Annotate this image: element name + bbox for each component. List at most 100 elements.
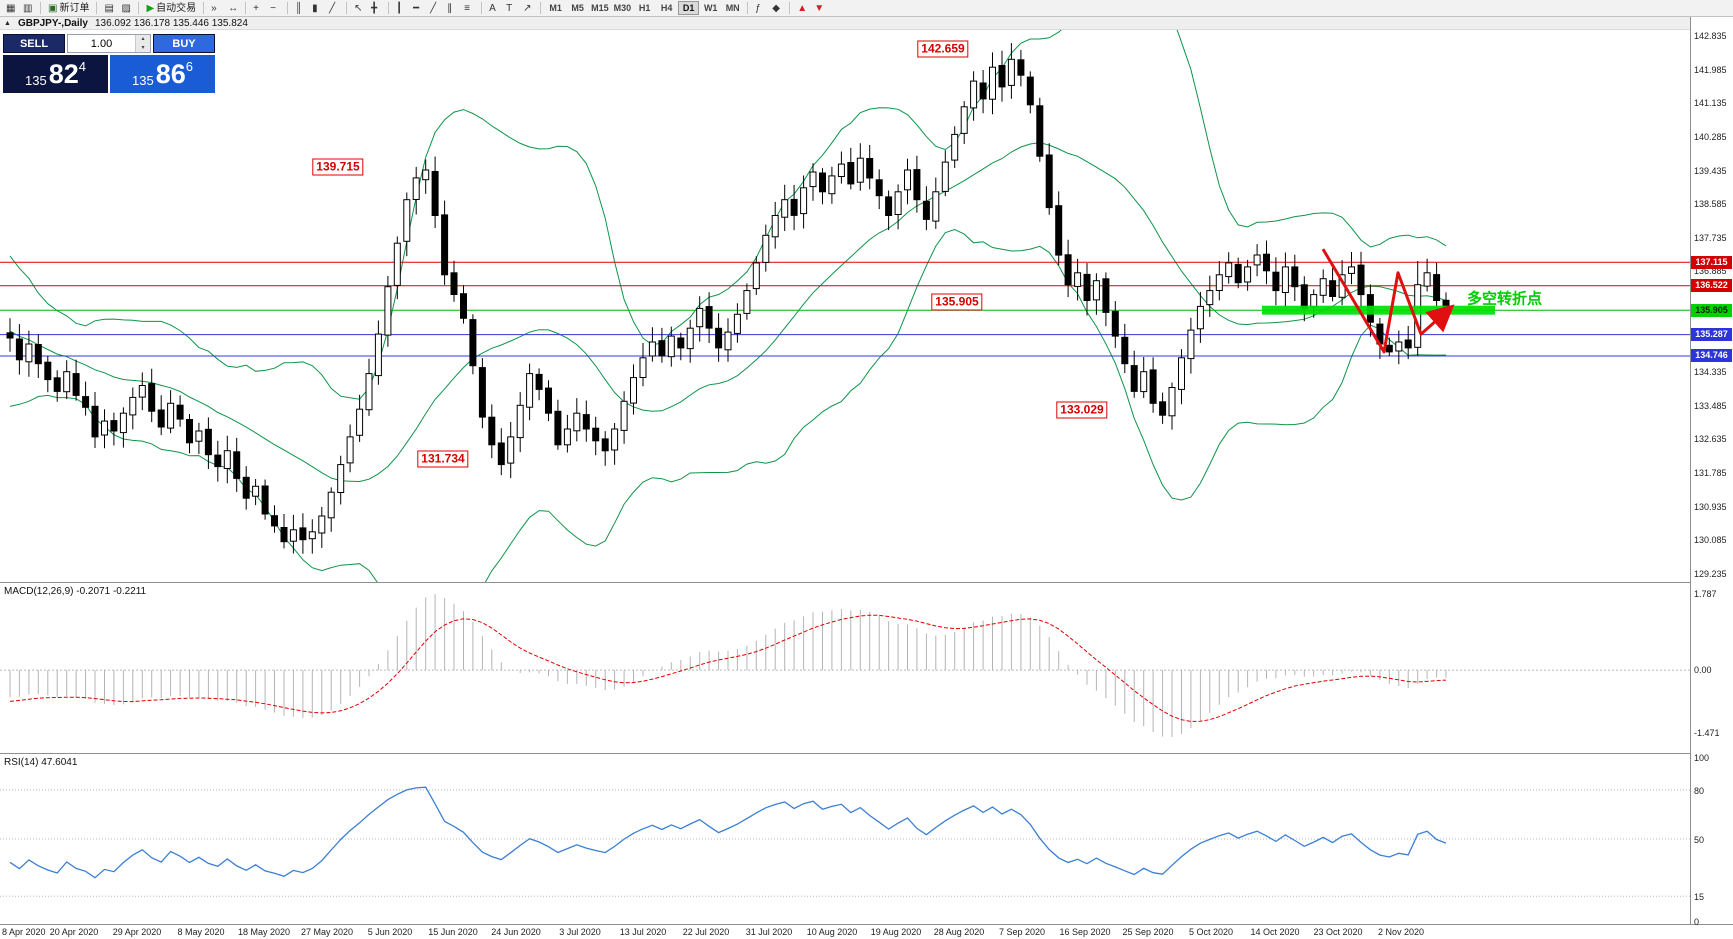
text-box-icon[interactable]: T	[503, 1, 519, 16]
candle	[110, 420, 118, 432]
chart-shift-icon[interactable]: ↔	[225, 1, 241, 16]
volume-decrease-button[interactable]: ▾	[136, 43, 150, 52]
timeframe-button-M15[interactable]: M15	[591, 3, 609, 13]
timeframe-button-MN[interactable]: MN	[722, 1, 743, 15]
candle	[667, 335, 675, 358]
zoom-out-icon[interactable]: −	[267, 1, 283, 16]
favorites-down-icon[interactable]: ▼	[811, 1, 827, 16]
line-chart-icon[interactable]: ╱	[326, 1, 342, 16]
sell-price-box[interactable]: 135 82 4	[3, 55, 108, 93]
candle	[1130, 365, 1138, 392]
time-axis[interactable]: 8 Apr 2020 20 Apr 2020 29 Apr 2020 8 May 20…	[0, 925, 1690, 939]
price-axis-label: 130.085	[1694, 535, 1727, 545]
rsi-panel-canvas[interactable]	[0, 754, 1690, 924]
candle	[25, 343, 33, 363]
price-tag-135.905: 135.905	[1691, 304, 1732, 317]
horizontal-line-icon[interactable]: ━	[410, 1, 426, 16]
rsi-splitter[interactable]	[0, 753, 1733, 754]
time-axis-label: 8 Apr 2020	[2, 927, 46, 937]
time-axis-label: 25 Sep 2020	[1122, 927, 1174, 937]
autotrading-button[interactable]: ▶ 自动交易	[143, 1, 199, 16]
trend-arrow[interactable]	[1321, 248, 1455, 354]
candle	[129, 396, 137, 416]
crosshair-icon[interactable]: ╋	[368, 1, 384, 16]
candlestick-chart-icon[interactable]: ▮	[309, 1, 325, 16]
candle	[34, 344, 42, 365]
buy-button[interactable]: BUY	[153, 34, 215, 53]
timeframe-button-D1[interactable]: D1	[678, 1, 700, 15]
trendline-icon[interactable]: ╱	[427, 1, 443, 16]
candle	[951, 133, 959, 161]
macd-axis-label: -1.471	[1694, 728, 1720, 738]
candle	[1404, 339, 1412, 349]
candle	[894, 191, 902, 216]
price-axis-border	[1690, 17, 1691, 924]
candle	[204, 428, 212, 456]
objects-list-icon[interactable]: ◆	[769, 1, 785, 16]
price-tag-137.115: 137.115	[1691, 256, 1732, 269]
candle	[1253, 254, 1261, 266]
symbol-title: GBPJPY-,Daily	[17, 17, 88, 29]
candle	[1168, 387, 1176, 417]
timeframe-button-W1[interactable]: W1	[700, 1, 721, 15]
turning-point-band[interactable]	[1262, 305, 1495, 315]
equidistant-channel-icon[interactable]: ∥	[444, 1, 460, 16]
cursor-icon: ↖	[354, 2, 363, 14]
cursor-icon[interactable]: ↖	[351, 1, 367, 16]
new-order-button[interactable]: ▣ 新订单	[45, 1, 92, 16]
new-chart-icon[interactable]: ▦	[3, 1, 19, 16]
candle	[299, 527, 307, 541]
vertical-line-icon: ┃	[396, 2, 403, 14]
zoom-out-icon: −	[270, 2, 276, 14]
timeframe-button-H4[interactable]: H4	[656, 1, 677, 15]
price-axis[interactable]: 142.835 141.985 141.135 140.285 139.435 138.5…	[1691, 17, 1733, 927]
auto-scroll-icon[interactable]: »	[208, 1, 224, 16]
candle	[932, 191, 940, 222]
time-axis-label: 29 Apr 2020	[112, 927, 162, 937]
candlestick-chart-icon: ▮	[312, 2, 318, 14]
candle	[1225, 262, 1233, 278]
collapse-icon[interactable]: ▲	[4, 19, 11, 27]
time-axis-label: 23 Oct 2020	[1313, 927, 1363, 937]
price-chart-canvas[interactable]: 多空转折点	[0, 17, 1690, 582]
candle	[289, 529, 297, 542]
vertical-line-icon[interactable]: ┃	[393, 1, 409, 16]
text-label-icon[interactable]: A	[486, 1, 502, 16]
favorites-up-icon[interactable]: ▲	[794, 1, 810, 16]
candle	[819, 172, 826, 193]
candle	[611, 428, 619, 451]
zoom-in-icon[interactable]: +	[250, 1, 266, 16]
rsi-levels	[0, 789, 1690, 897]
candle	[1310, 294, 1318, 308]
candle	[639, 357, 647, 378]
timeframe-button-M30[interactable]: M30	[613, 3, 632, 13]
timeframe-button-M5[interactable]: M5	[567, 1, 588, 15]
candle	[1300, 284, 1308, 309]
timeframe-button-H1[interactable]: H1	[634, 1, 655, 15]
fibonacci-icon[interactable]: ≡	[461, 1, 477, 16]
buy-price-box[interactable]: 135 86 6	[110, 55, 215, 93]
macd-panel-canvas[interactable]	[0, 583, 1690, 753]
candle	[44, 361, 52, 381]
tile-windows-icon[interactable]: ▨	[118, 1, 134, 16]
sell-price-point: 4	[78, 59, 86, 74]
candle	[866, 158, 874, 179]
toolbar-separator	[40, 2, 41, 14]
candle	[365, 373, 373, 411]
chart-profiles-icon[interactable]: ▥	[20, 1, 36, 16]
bar-chart-icon[interactable]: ║	[292, 1, 308, 16]
rsi-axis-label: 100	[1694, 753, 1710, 763]
candle	[1140, 371, 1148, 393]
time-axis-label: 10 Aug 2020	[806, 927, 858, 937]
macd-splitter[interactable]	[0, 582, 1733, 583]
charts-window-icon[interactable]: ▤	[101, 1, 117, 16]
volume-increase-button[interactable]: ▴	[136, 35, 150, 44]
sell-button[interactable]: SELL	[3, 34, 65, 53]
candle	[101, 420, 108, 436]
indicators-icon[interactable]: ƒ	[752, 1, 768, 16]
timeframe-button-M1[interactable]: M1	[545, 1, 566, 15]
arrow-objects-icon[interactable]: ↗	[520, 1, 536, 16]
volume-input[interactable]	[68, 35, 135, 52]
candle	[658, 340, 666, 357]
candle	[989, 66, 996, 100]
